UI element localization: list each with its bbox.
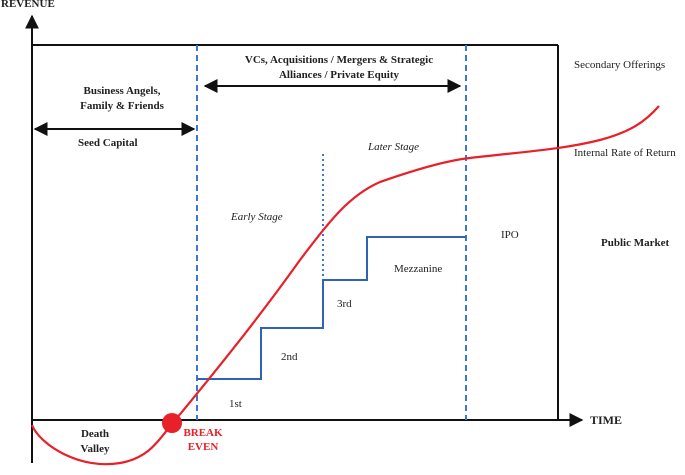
revenue-curve [30, 105, 660, 466]
break-even-line-2: EVEN [187, 441, 219, 453]
death-valley-line-2: Valley [80, 443, 110, 455]
round-3rd-label: 3rd [337, 298, 352, 310]
funding-rounds-steps [197, 236, 466, 380]
angels-line-1: Business Angels, [83, 85, 161, 97]
vc-line-1: VCs, Acquisitions / Mergers & Strategic [244, 54, 434, 66]
angels-label: Business Angels, Family & Friends [62, 84, 182, 114]
break-even-dot [162, 413, 182, 433]
secondary-offerings-label: Secondary Offerings [574, 59, 666, 71]
vc-line-2: Alliances / Private Equity [278, 69, 400, 81]
angels-line-2: Family & Friends [80, 100, 164, 112]
y-axis-label: REVENUE [1, 0, 55, 10]
round-2nd-label: 2nd [281, 351, 298, 363]
early-stage-label: Early Stage [231, 211, 283, 223]
ipo-label: IPO [501, 229, 519, 241]
public-market-label: Public Market [601, 237, 670, 249]
death-valley-line-1: Death [80, 428, 110, 440]
vc-label: VCs, Acquisitions / Mergers & Strategic … [214, 53, 464, 83]
mezzanine-label: Mezzanine [394, 263, 443, 275]
break-even-line-1: BREAK [183, 427, 223, 439]
seed-capital-label: Seed Capital [78, 137, 138, 149]
round-1st-label: 1st [229, 398, 242, 410]
later-stage-label: Later Stage [368, 141, 420, 153]
break-even-label: BREAK EVEN [178, 426, 228, 454]
x-axis-label: TIME [590, 413, 623, 427]
death-valley-label: Death Valley [70, 427, 120, 457]
irr-label: Internal Rate of Return [574, 147, 676, 159]
